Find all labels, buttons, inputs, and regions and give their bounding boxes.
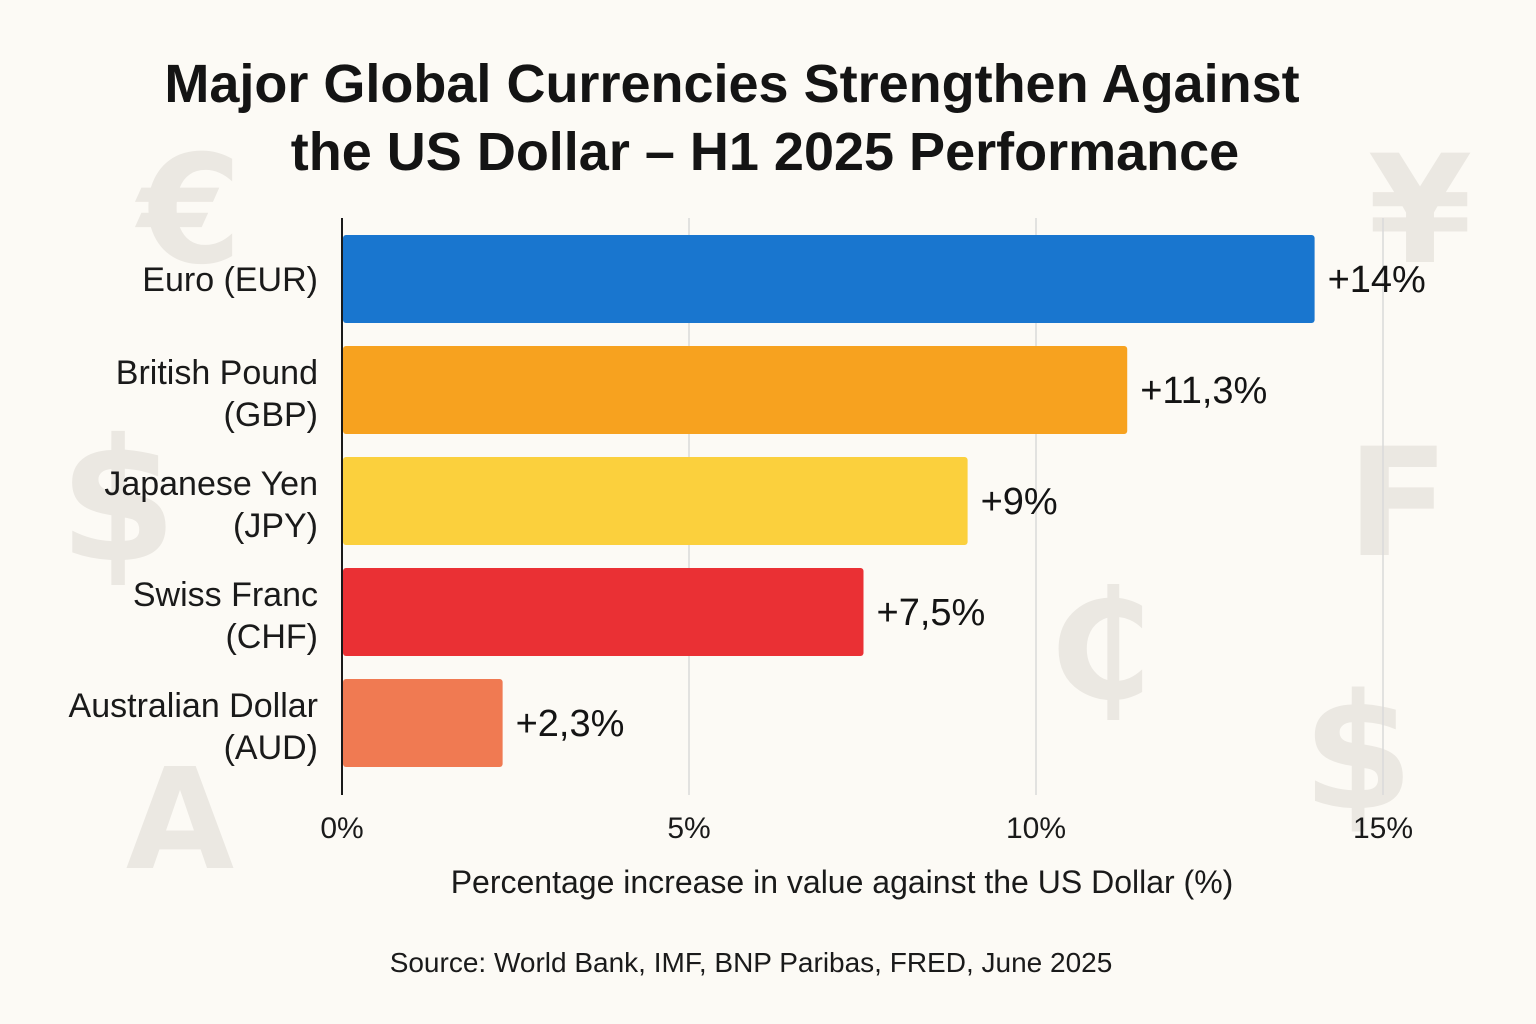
dollar-icon: $ — [1302, 659, 1413, 846]
data-label: +7,5% — [877, 592, 986, 634]
dollar-icon: $ — [59, 403, 177, 601]
data-label: +11,3% — [1140, 370, 1267, 412]
x-tick-label: 5% — [667, 812, 710, 845]
bars: +14% +11,3% +9% +7,5% +2,3% — [343, 235, 1426, 767]
yen-icon: ¥ — [1368, 124, 1472, 298]
chart-title-line-1: Major Global Currencies Strengthen Again… — [164, 54, 1299, 114]
bar — [343, 235, 1315, 323]
watermark-layer: € ¥ $ F ₵ $ A — [59, 124, 1472, 902]
category-label: Australian Dollar (AUD) — [69, 687, 318, 767]
currency-icon: ₵ — [1048, 560, 1152, 734]
bar — [343, 457, 968, 545]
category-label: British Pound (GBP) — [116, 354, 318, 434]
category-label: Swiss Franc (CHF) — [133, 576, 318, 656]
bar — [343, 679, 503, 767]
x-tick-label: 15% — [1353, 812, 1413, 845]
data-label: +2,3% — [516, 703, 625, 745]
category-label: Euro (EUR) — [142, 261, 318, 299]
bar — [343, 568, 864, 656]
x-tick-label: 0% — [320, 812, 363, 845]
bar — [343, 346, 1128, 434]
data-label: +9% — [981, 481, 1058, 523]
franc-icon: F — [1347, 417, 1449, 591]
x-axis-title: Percentage increase in value against the… — [451, 864, 1234, 900]
aud-letter-icon: A — [126, 739, 234, 902]
x-tick-labels: 0%5%10%15%10% — [320, 812, 1413, 845]
x-tick-label: 10% — [1006, 812, 1066, 845]
euro-icon: € — [135, 124, 242, 298]
category-label: Japanese Yen (JPY) — [104, 465, 318, 545]
data-label: +14% — [1328, 259, 1426, 301]
source-note: Source: World Bank, IMF, BNP Paribas, FR… — [390, 947, 1113, 978]
chart-title-line-2: the US Dollar – H1 2025 Performance — [291, 122, 1239, 182]
category-labels: Euro (EUR) British Pound (GBP) Japanese Yen… — [69, 261, 318, 767]
